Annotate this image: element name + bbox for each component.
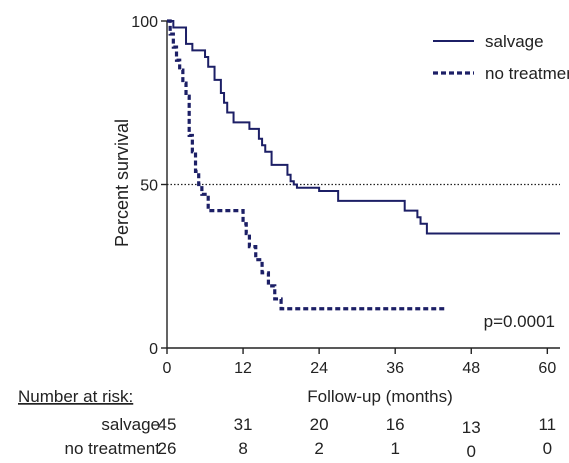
risk-value: 45 bbox=[158, 415, 177, 434]
x-tick-label: 48 bbox=[462, 360, 480, 377]
series-layer bbox=[167, 19, 560, 311]
x-tick-label: 60 bbox=[538, 360, 556, 377]
series-line-no-treatment bbox=[167, 19, 446, 311]
risk-row-label: no treatment bbox=[65, 439, 161, 458]
x-tick-label: 12 bbox=[234, 360, 252, 377]
risk-value: 31 bbox=[234, 415, 253, 434]
axes-layer: 0 50 100 0 12 24 36 48 60 bbox=[131, 14, 560, 377]
y-tick-label: 50 bbox=[140, 178, 158, 195]
legend-label-salvage: salvage bbox=[485, 32, 544, 51]
risk-value: 13 bbox=[462, 418, 481, 437]
risk-value: 20 bbox=[310, 415, 329, 434]
risk-table-title: Number at risk: bbox=[18, 387, 133, 406]
x-tick-label: 36 bbox=[386, 360, 404, 377]
y-tick-label: 0 bbox=[149, 341, 158, 358]
y-axis-label: Percent survival bbox=[112, 119, 132, 247]
risk-row-label: salvage bbox=[101, 415, 160, 434]
x-tick-label: 24 bbox=[310, 360, 328, 377]
y-tick-label: 100 bbox=[131, 14, 158, 31]
risk-value: 0 bbox=[543, 439, 552, 458]
series-line-salvage bbox=[167, 20, 560, 235]
risk-value: 11 bbox=[538, 415, 556, 434]
legend-label-no-treatment: no treatment bbox=[485, 64, 569, 83]
risk-value: 8 bbox=[238, 439, 247, 458]
risk-value: 2 bbox=[314, 439, 323, 458]
risk-value: 16 bbox=[386, 415, 405, 434]
x-tick-label: 0 bbox=[163, 360, 172, 377]
risk-value: 1 bbox=[390, 439, 399, 458]
legend: salvage no treatment bbox=[433, 32, 569, 83]
x-axis-label: Follow-up (months) bbox=[307, 387, 453, 406]
p-value-annotation: p=0.0001 bbox=[484, 312, 555, 331]
risk-value: 26 bbox=[158, 439, 177, 458]
risk-value: 0 bbox=[467, 442, 476, 458]
